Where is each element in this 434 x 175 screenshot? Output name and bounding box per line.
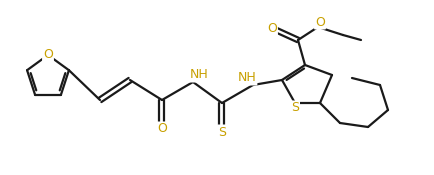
Text: O: O	[266, 23, 276, 36]
Text: O: O	[314, 16, 324, 29]
Text: O: O	[43, 48, 53, 61]
Text: O: O	[157, 122, 167, 135]
Text: NH: NH	[237, 72, 256, 85]
Text: NH: NH	[189, 68, 208, 82]
Text: S: S	[290, 102, 298, 114]
Text: S: S	[217, 125, 226, 138]
